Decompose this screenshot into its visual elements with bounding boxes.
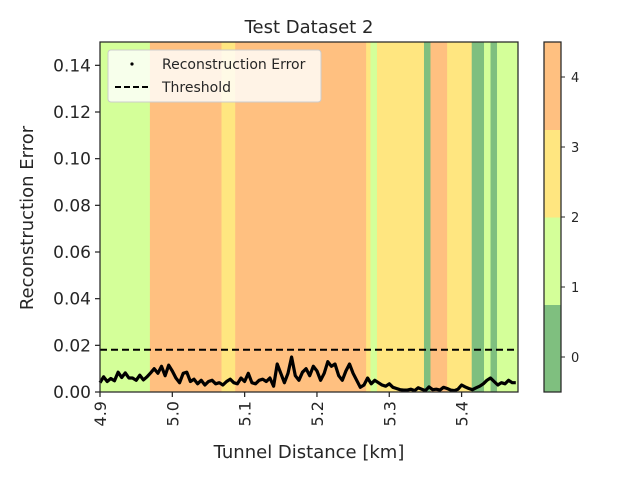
y-tick-label-0: 0.00 [53, 383, 91, 403]
y-axis-label: Reconstruction Error [17, 125, 38, 310]
colorbar-segment-0 [544, 304, 561, 393]
class-band-3 [217, 42, 222, 392]
colorbar-tick-label-0: 0 [571, 351, 579, 366]
y-tick-label-2: 0.04 [53, 290, 91, 310]
x-tick-label-0: 4.9 [91, 401, 110, 426]
class-band-17 [441, 42, 448, 392]
plot-lines [98, 348, 518, 393]
y-tick-label-7: 0.14 [53, 56, 91, 76]
y-tick-label-4: 0.08 [53, 196, 91, 216]
class-band-16 [437, 42, 442, 392]
x-axis-label: Tunnel Distance [km] [213, 442, 405, 463]
class-band-2 [210, 42, 218, 392]
series-reconstruction-error [98, 355, 516, 393]
colorbar-segment-1 [544, 217, 561, 305]
class-band-14 [423, 42, 431, 392]
class-band-19 [471, 42, 485, 392]
colorbar: 0 1 2 3 4 [543, 41, 579, 393]
legend-label-reconstruction-error: Reconstruction Error [162, 57, 306, 73]
y-tick-label-6: 0.12 [53, 103, 91, 123]
x-tick-label-2: 5.1 [236, 401, 255, 426]
legend-label-threshold: Threshold [161, 80, 231, 96]
class-band-9 [289, 42, 296, 392]
colorbar-tick-label-2: 2 [571, 211, 579, 226]
colorbar-tick-label-4: 4 [571, 71, 579, 86]
chart-title: Test Dataset 2 [244, 17, 374, 38]
x-tick-label-5: 5.4 [453, 401, 472, 426]
class-band-8 [283, 42, 290, 392]
colorbar-tick-label-1: 1 [571, 281, 579, 296]
legend: Reconstruction Error Threshold [107, 49, 322, 103]
x-tick-label-1: 5.0 [163, 401, 182, 426]
y-tick-label-1: 0.02 [53, 336, 91, 356]
class-band-12 [370, 42, 378, 392]
x-tick-label-3: 5.2 [308, 401, 327, 426]
colorbar-segment-2 [544, 129, 561, 218]
class-band-21 [490, 42, 498, 392]
class-band-7 [271, 42, 285, 392]
class-band-13 [376, 42, 425, 392]
x-tick-label-4: 5.3 [380, 401, 399, 426]
y-tick-label-3: 0.06 [53, 243, 91, 263]
colorbar-tick-label-3: 3 [571, 141, 579, 156]
class-band-20 [484, 42, 492, 392]
class-band-11 [366, 42, 371, 392]
y-tick-label-5: 0.10 [53, 150, 91, 170]
axis-ticks: 4.9 5.0 5.1 5.2 5.3 5.4 0.00 0.02 0.04 0.06 0.08 0.… [53, 56, 471, 426]
plot-frame [99, 41, 519, 393]
legend-box [107, 49, 322, 103]
class-band-22 [497, 42, 519, 392]
class-band-18 [447, 42, 473, 392]
legend-marker-reconstruction-error [130, 62, 134, 66]
class-band-6 [264, 42, 272, 392]
class-band-15 [430, 42, 438, 392]
class-band-4 [221, 42, 236, 392]
colorbar-segment-3 [544, 42, 561, 130]
